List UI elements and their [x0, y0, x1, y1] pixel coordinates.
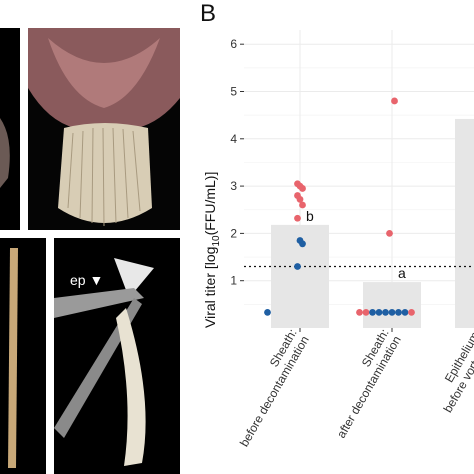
ep-label-text: ep [70, 272, 86, 288]
x-tick-label-group: Epithelium:before vortexing [441, 327, 474, 416]
bar-1 [363, 282, 421, 328]
arrowhead-icon: ▼ [89, 272, 104, 288]
data-point [294, 263, 301, 270]
data-point [408, 308, 415, 316]
significance-letter: b [306, 208, 314, 224]
y-tick-label: 4 [230, 132, 237, 146]
data-point [264, 308, 271, 316]
data-point [299, 201, 306, 209]
photo-top-left [0, 28, 20, 230]
data-point [296, 195, 304, 203]
data-point [386, 229, 393, 237]
photo-bottom-left [0, 238, 46, 474]
y-axis-title-subscript: 10 [211, 235, 222, 247]
data-point [356, 308, 363, 316]
significance-letter: a [398, 265, 406, 281]
photo-top-right [28, 28, 180, 230]
data-point [299, 185, 306, 192]
data-point [388, 308, 396, 316]
data-point [299, 240, 306, 248]
panel-letter: B [200, 0, 217, 27]
photo-bottom-right [54, 238, 180, 474]
y-tick-label: 3 [230, 179, 237, 193]
y-tick-label: 6 [230, 37, 237, 51]
data-point [382, 308, 389, 316]
data-point [375, 308, 383, 316]
y-axis-title-suffix: (FFU/mL)] [202, 172, 218, 236]
y-tick-label: 2 [230, 226, 237, 240]
bar-2 [455, 118, 474, 328]
data-point [401, 308, 409, 316]
photo-annotation-ep: ep ▼ [70, 272, 103, 288]
x-tick-label-group: Sheath:before decontamination [237, 327, 312, 450]
y-tick-label: 5 [230, 84, 237, 98]
y-axis-title: Viral titer [log10(FFU/mL)] [202, 172, 222, 328]
data-point [369, 308, 376, 316]
data-point [362, 308, 370, 316]
y-tick-label: 1 [230, 274, 237, 288]
y-axis-title-prefix: Viral titer [log [202, 247, 218, 328]
data-point [395, 308, 402, 316]
x-tick-label-group: Sheath:after decontamination [334, 327, 404, 441]
data-point [294, 214, 301, 222]
data-point [391, 97, 398, 105]
